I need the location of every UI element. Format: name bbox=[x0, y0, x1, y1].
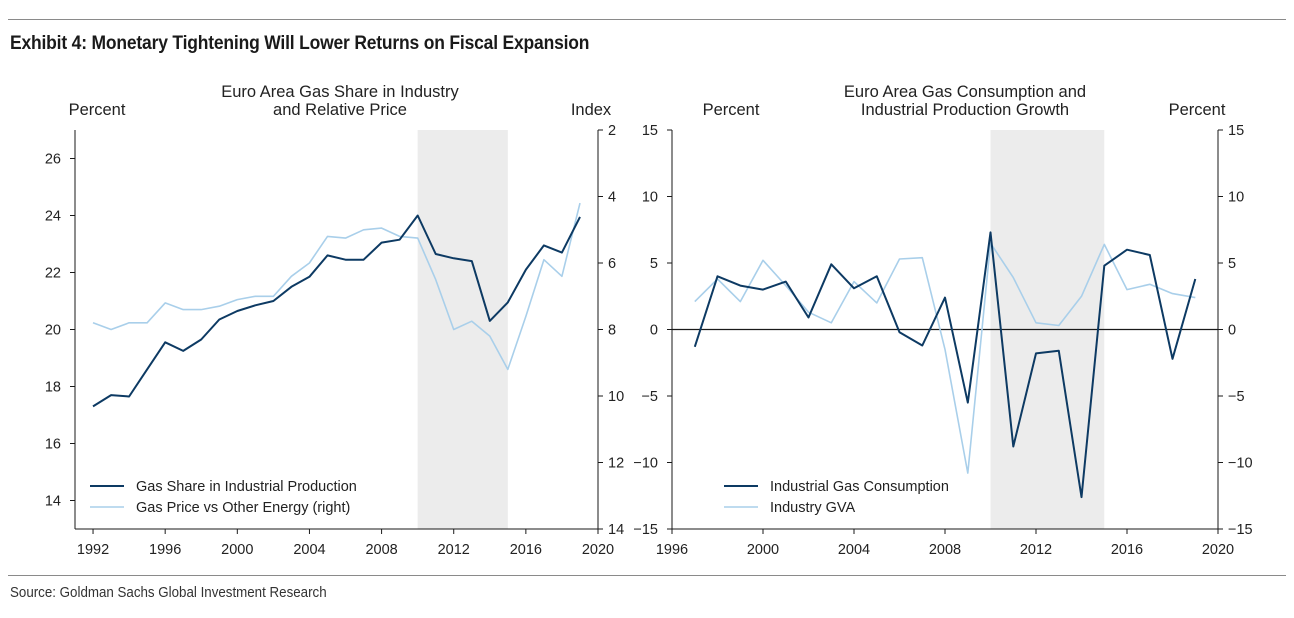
right-tick-label: 4 bbox=[608, 190, 616, 206]
left-axis-label: Percent bbox=[69, 101, 126, 119]
right-tick-label: 6 bbox=[608, 256, 616, 272]
right-tick-label: 0 bbox=[1228, 323, 1236, 339]
legend-label: Industry GVA bbox=[770, 500, 855, 516]
x-tick-label: 2012 bbox=[438, 542, 470, 558]
chart-title-line: and Relative Price bbox=[273, 101, 407, 119]
legend-label: Industrial Gas Consumption bbox=[770, 479, 949, 495]
x-tick-label: 2000 bbox=[221, 542, 253, 558]
x-tick-label: 2012 bbox=[1020, 542, 1052, 558]
right-tick-label: 10 bbox=[1228, 190, 1244, 206]
x-tick-label: 2004 bbox=[838, 542, 870, 558]
right-tick-label: −10 bbox=[1228, 456, 1253, 472]
top-rule bbox=[8, 19, 1286, 20]
right-tick-label: 14 bbox=[608, 522, 624, 538]
right-tick-label: 12 bbox=[608, 456, 624, 472]
x-tick-label: 2008 bbox=[929, 542, 961, 558]
left-tick-label: 24 bbox=[45, 209, 61, 225]
x-tick-label: 1996 bbox=[149, 542, 181, 558]
x-tick-label: 2020 bbox=[582, 542, 614, 558]
left-tick-label: 18 bbox=[45, 380, 61, 396]
right-tick-label: 15 bbox=[1228, 123, 1244, 139]
right-axis-label: Index bbox=[571, 101, 612, 119]
left-tick-label: 10 bbox=[642, 190, 658, 206]
left-tick-label: 0 bbox=[650, 323, 658, 339]
x-tick-label: 1992 bbox=[77, 542, 109, 558]
chart-title-line: Euro Area Gas Consumption and bbox=[844, 83, 1086, 101]
exhibit-title: Exhibit 4: Monetary Tightening Will Lowe… bbox=[10, 33, 590, 54]
x-tick-label: 2008 bbox=[365, 542, 397, 558]
x-tick-label: 2004 bbox=[293, 542, 325, 558]
right-axis-label: Percent bbox=[1169, 101, 1226, 119]
bottom-rule bbox=[8, 575, 1286, 576]
chart-title-line: Industrial Production Growth bbox=[861, 101, 1069, 119]
left-tick-label: 15 bbox=[642, 123, 658, 139]
x-tick-label: 2020 bbox=[1202, 542, 1234, 558]
series-line-secondary bbox=[92, 202, 581, 371]
legend-label: Gas Share in Industrial Production bbox=[136, 479, 357, 495]
x-tick-label: 1996 bbox=[656, 542, 688, 558]
left-tick-label: 26 bbox=[45, 152, 61, 168]
right-tick-label: −5 bbox=[1228, 389, 1245, 405]
left-axis-label: Percent bbox=[703, 101, 760, 119]
left-tick-label: −10 bbox=[633, 456, 658, 472]
series-line-primary bbox=[92, 214, 581, 408]
x-tick-label: 2000 bbox=[747, 542, 779, 558]
series-line-secondary bbox=[694, 242, 1196, 474]
left-tick-label: −15 bbox=[633, 522, 658, 538]
chart-title-line: Euro Area Gas Share in Industry bbox=[221, 83, 459, 101]
source-note: Source: Goldman Sachs Global Investment … bbox=[10, 585, 327, 601]
right-tick-label: 8 bbox=[608, 323, 616, 339]
series-line-primary bbox=[693, 231, 1197, 499]
x-tick-label: 2016 bbox=[510, 542, 542, 558]
left-tick-label: 22 bbox=[45, 266, 61, 282]
shaded-period bbox=[417, 130, 508, 529]
x-tick-label: 2016 bbox=[1111, 542, 1143, 558]
left-tick-label: 5 bbox=[650, 256, 658, 272]
left-tick-label: 16 bbox=[45, 437, 61, 453]
right-tick-label: 2 bbox=[608, 123, 616, 139]
left-tick-label: −5 bbox=[641, 389, 658, 405]
left-tick-label: 14 bbox=[45, 494, 61, 510]
legend-label: Gas Price vs Other Energy (right) bbox=[136, 500, 350, 516]
left-tick-label: 20 bbox=[45, 323, 61, 339]
right-tick-label: 5 bbox=[1228, 256, 1236, 272]
right-tick-label: 10 bbox=[608, 389, 624, 405]
right-tick-label: −15 bbox=[1228, 522, 1253, 538]
